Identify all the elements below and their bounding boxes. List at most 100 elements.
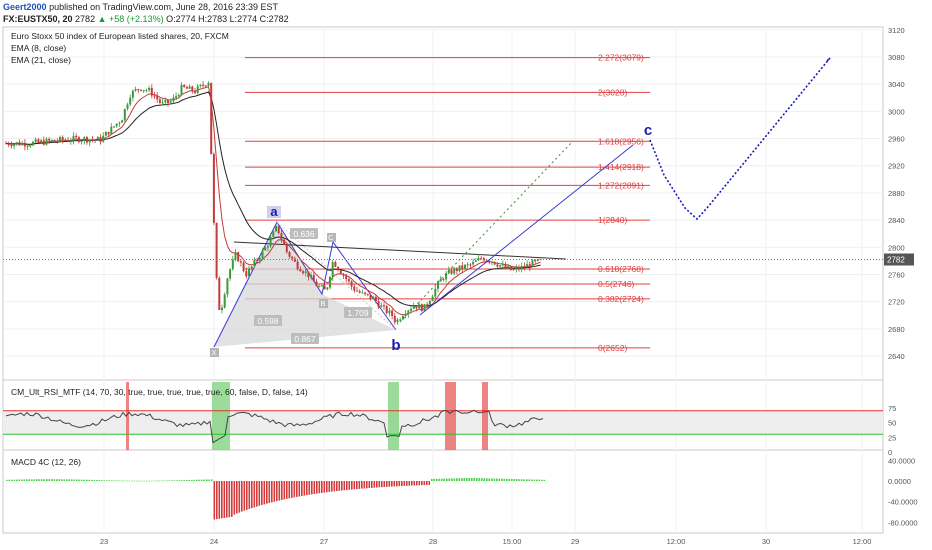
macd-bar [296,481,298,497]
macd-bar [408,481,411,486]
candle-body [450,270,453,274]
candle-body [185,86,188,89]
ohlc-values: O:2774 H:2783 L:2774 C:2782 [166,14,289,24]
candle-body [493,261,496,265]
candle-body [385,306,388,314]
macd-bar [276,481,278,502]
price-tick: 2880 [888,189,905,198]
time-tick: 12:00 [853,537,872,546]
macd-bar [381,481,383,488]
macd-bar [68,479,71,481]
macd-bar [251,481,253,509]
macd-bar [361,481,363,489]
rsi-indicator [3,382,883,450]
macd-bar [253,481,256,508]
macd-bar [141,480,143,482]
macd-bar [156,480,158,482]
macd-bar [233,481,236,515]
candle-body [380,305,383,308]
candle-body [291,256,294,259]
candle-body [472,261,475,265]
macd-bar [418,481,421,486]
macd-bar [41,479,43,481]
candle-body [104,131,107,136]
macd-bar [163,480,166,482]
macd-bar [66,479,68,481]
macd-bar [503,478,506,481]
candle-body [418,304,421,309]
macd-bar [518,479,521,481]
main-pane [2,26,884,381]
macd-bar [443,478,446,481]
macd-bar [471,477,473,481]
macd-bar [301,481,303,497]
macd-bar [298,481,301,497]
macd-bar [351,481,353,490]
time-tick: 23 [100,537,108,546]
candle-body [331,261,334,277]
candle-body [169,101,172,103]
macd-bar [498,478,501,481]
macd-bar [453,478,456,481]
candle-body [302,271,304,274]
macd-bar [283,481,286,500]
time-tick: 24 [210,537,218,546]
rsi-pane-title: CM_Ult_RSI_MTF (14, 70, 30, true, true, … [11,387,308,397]
candle-body [285,244,288,253]
candle-body [342,274,345,276]
candle-body [504,264,507,268]
macd-bar [428,481,431,485]
macd-bar [21,479,23,481]
candle-body [283,239,286,245]
candle-body [369,294,372,299]
candle-body [113,126,115,128]
macd-bar [16,479,18,481]
macd-bar [103,480,106,481]
macd-bar [401,481,403,487]
macd-bar [71,479,73,481]
up-triangle-icon: ▲ [97,14,107,24]
macd-bar [531,479,533,481]
candle-body [199,84,202,87]
candle-body [172,97,175,102]
macd-bar [306,481,308,496]
candle-body [272,231,275,238]
macd-bar [263,481,266,505]
candle-body [150,87,153,96]
macd-bar [51,479,53,481]
macd-bar [523,479,526,481]
macd-bar [318,481,321,494]
author-link[interactable]: Geert2000 [3,2,47,12]
candle-body [307,271,310,278]
price-tick: 2680 [888,325,905,334]
candle-body [315,281,318,287]
macd-bar [516,479,518,481]
macd-bar [456,478,458,481]
candle-body [158,99,161,103]
candles [5,81,542,325]
macd-bar [446,478,448,481]
macd-bar [198,479,201,481]
candle-body [396,319,399,323]
candle-body [442,278,445,280]
candle-body [474,260,477,262]
symbol[interactable]: FX:EUSTX50, 20 [3,14,73,24]
macd-pane [2,449,884,534]
macd-bar [413,481,416,486]
time-tick: 15:00 [503,537,522,546]
macd-bar [458,478,461,481]
macd-bar [511,478,513,481]
candle-body [115,123,118,127]
macd-bar [218,481,221,519]
macd-bar [206,479,208,481]
macd-bar [48,479,51,481]
candle-body [248,268,250,277]
fib-level-label: 0.382(2724) [598,294,644,304]
candle-body [423,304,426,311]
macd-bar [468,477,471,481]
candle-body [358,291,361,293]
macd-bar [13,479,16,481]
macd-bar [56,479,58,481]
macd-bar [271,481,273,503]
